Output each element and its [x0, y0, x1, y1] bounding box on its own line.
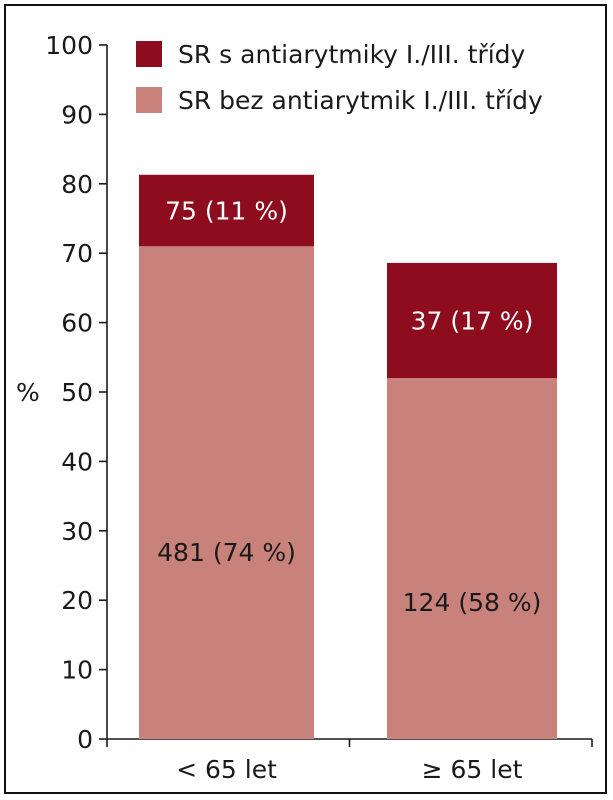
bar-data-label: 75 (11 %) [165, 197, 288, 226]
y-ticks: 0 10 20 30 40 50 60 70 80 90 100 [45, 31, 107, 754]
y-tick-label: 60 [61, 309, 93, 338]
y-tick-label: 50 [61, 378, 93, 407]
legend-label: SR s antiarytmiky I./III. třídy [178, 40, 526, 69]
y-tick-label: 100 [45, 31, 93, 60]
bar-segment [387, 378, 557, 739]
bar-segment [139, 174, 314, 247]
legend-swatch [136, 87, 162, 113]
category-label: < 65 let [176, 755, 277, 784]
y-tick-label: 0 [77, 725, 93, 754]
y-axis-label: % [16, 378, 40, 407]
bars: 481 (74 %) 75 (11 %) 124 (58 %) 37 (17 %) [139, 174, 557, 739]
y-tick-label: 80 [61, 170, 93, 199]
y-tick-label: 40 [61, 447, 93, 476]
y-tick-label: 30 [61, 517, 93, 546]
legend-label: SR bez antiarytmik I./III. třídy [178, 86, 543, 115]
category-label: ≥ 65 let [422, 755, 523, 784]
bar-data-label: 37 (17 %) [411, 307, 534, 336]
bar-segment [139, 246, 314, 739]
legend-swatch [136, 41, 162, 67]
y-tick-label: 70 [61, 239, 93, 268]
category-labels: < 65 let ≥ 65 let [106, 739, 593, 784]
legend: SR s antiarytmiky I./III. třídy SR bez an… [136, 40, 543, 115]
bar-segment [387, 262, 557, 379]
bar-data-label: 481 (74 %) [157, 538, 296, 567]
y-tick-label: 20 [61, 586, 93, 615]
bar-data-label: 124 (58 %) [403, 588, 542, 617]
y-tick-label: 10 [61, 656, 93, 685]
y-tick-label: 90 [61, 100, 93, 129]
